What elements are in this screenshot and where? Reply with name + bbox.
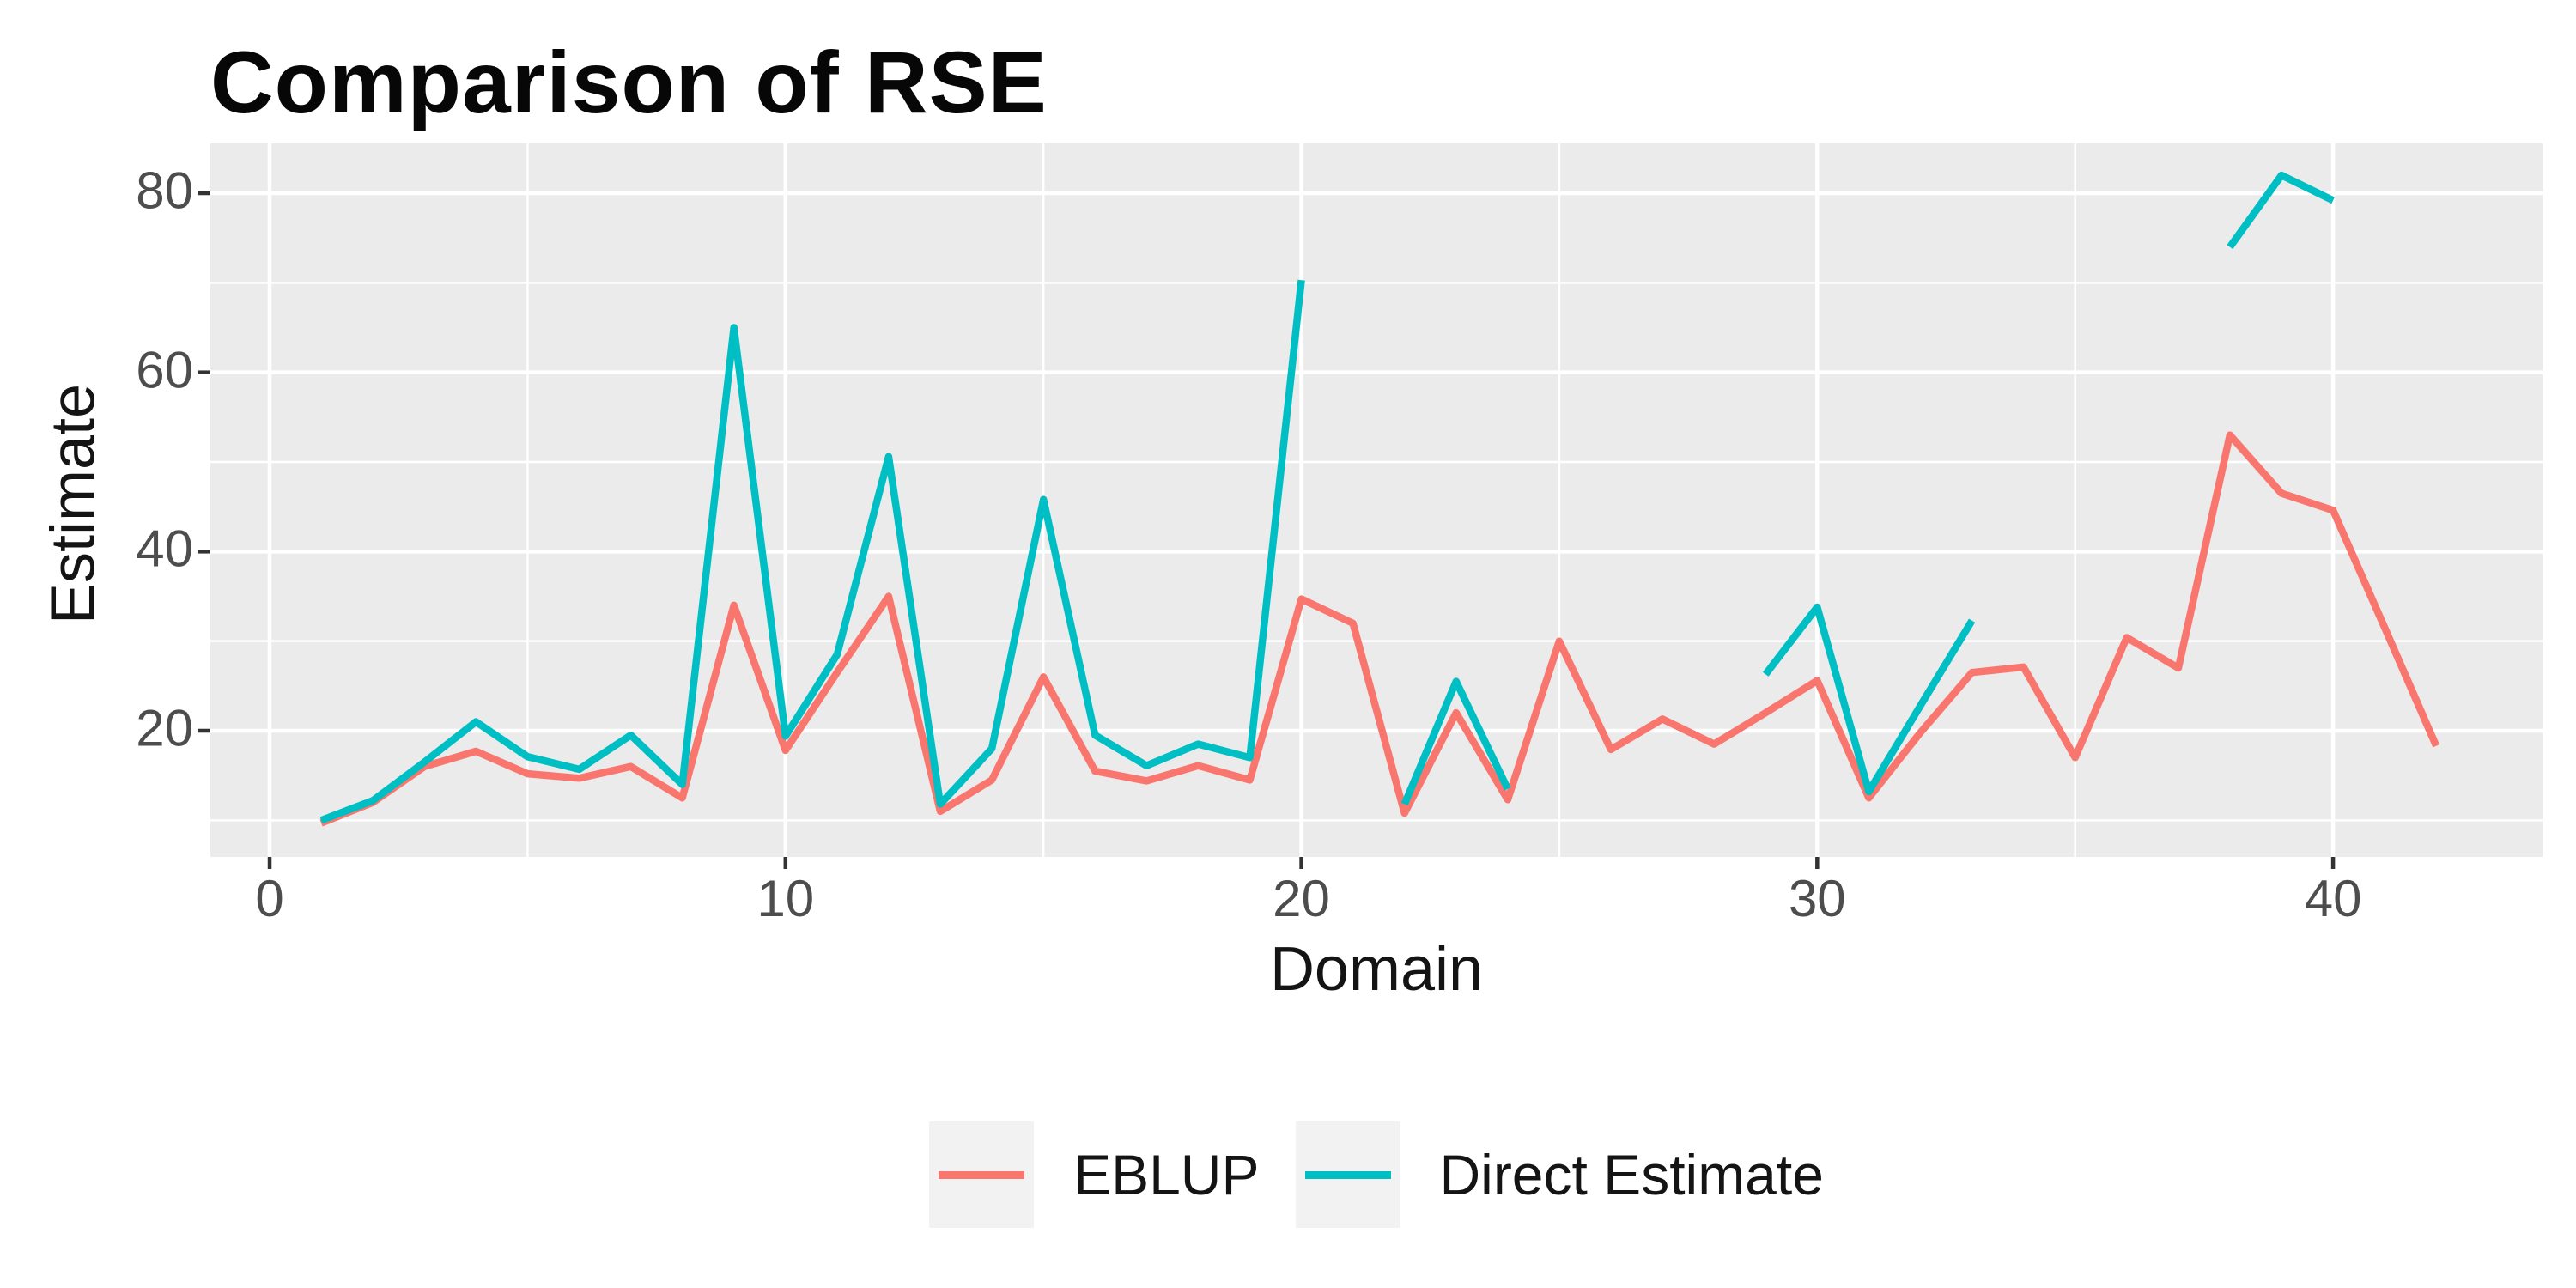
legend-label-eblup: EBLUP bbox=[1073, 1143, 1260, 1206]
y-tick-label: 40 bbox=[136, 520, 193, 579]
x-axis-title: Domain bbox=[1269, 935, 1484, 1004]
x-tick-label: 0 bbox=[255, 870, 284, 927]
direct-estimate-line bbox=[1762, 603, 1976, 796]
legend-item-eblup: EBLUP bbox=[929, 1121, 1260, 1228]
legend-key-direct-estimate bbox=[1295, 1121, 1400, 1228]
plot-panel bbox=[210, 143, 2543, 857]
x-axis-tick-labels: 0 10 20 30 40 bbox=[0, 869, 2576, 929]
direct-estimate-line bbox=[2227, 171, 2335, 250]
legend-key-eblup bbox=[929, 1121, 1035, 1228]
direct-estimate-line-swatch bbox=[1304, 1171, 1391, 1179]
eblup-line bbox=[319, 431, 2440, 827]
legend: EBLUP Direct Estimate bbox=[210, 1121, 2543, 1228]
x-tick-label: 10 bbox=[756, 870, 815, 927]
x-tick-label: 40 bbox=[2304, 870, 2362, 927]
x-tick-label: 20 bbox=[1273, 870, 1330, 927]
chart-title: Comparison of RSE bbox=[210, 33, 1048, 131]
y-tick-label: 60 bbox=[136, 341, 193, 399]
y-axis-title: Estimate bbox=[39, 383, 108, 625]
direct-estimate-line bbox=[319, 279, 1305, 824]
x-tick-label: 30 bbox=[1788, 870, 1846, 927]
legend-item-direct-estimate: Direct Estimate bbox=[1295, 1121, 1824, 1228]
eblup-line-swatch bbox=[939, 1171, 1025, 1179]
y-axis-tick-labels: 20 40 60 80 bbox=[0, 0, 193, 1288]
y-tick-label: 80 bbox=[136, 161, 193, 220]
legend-label-direct-estimate: Direct Estimate bbox=[1439, 1143, 1824, 1206]
y-tick-label: 20 bbox=[136, 699, 193, 757]
direct-estimate-line bbox=[1400, 677, 1511, 806]
